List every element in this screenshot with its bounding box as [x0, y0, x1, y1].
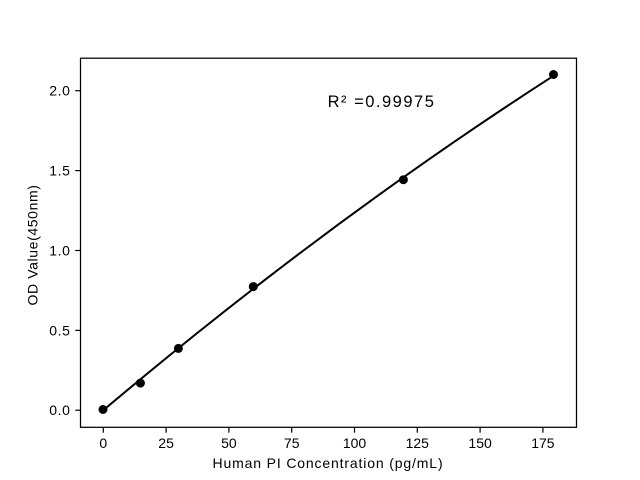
- svg-text:75: 75: [284, 435, 300, 451]
- svg-text:100: 100: [343, 435, 367, 451]
- svg-text:R² =0.99975: R² =0.99975: [328, 93, 436, 111]
- svg-text:1.0: 1.0: [49, 242, 70, 258]
- svg-text:25: 25: [158, 435, 174, 451]
- svg-text:50: 50: [221, 435, 237, 451]
- svg-text:0: 0: [99, 435, 107, 451]
- svg-text:175: 175: [531, 435, 555, 451]
- svg-text:0.5: 0.5: [49, 322, 70, 338]
- svg-text:Human PI Concentration (pg/mL): Human PI Concentration (pg/mL): [213, 455, 444, 471]
- svg-text:150: 150: [468, 435, 492, 451]
- svg-text:1.5: 1.5: [49, 163, 70, 179]
- svg-text:2.0: 2.0: [49, 83, 70, 99]
- svg-text:0.0: 0.0: [49, 402, 70, 418]
- svg-text:OD Value(450nm): OD Value(450nm): [25, 184, 41, 305]
- svg-text:125: 125: [406, 435, 430, 451]
